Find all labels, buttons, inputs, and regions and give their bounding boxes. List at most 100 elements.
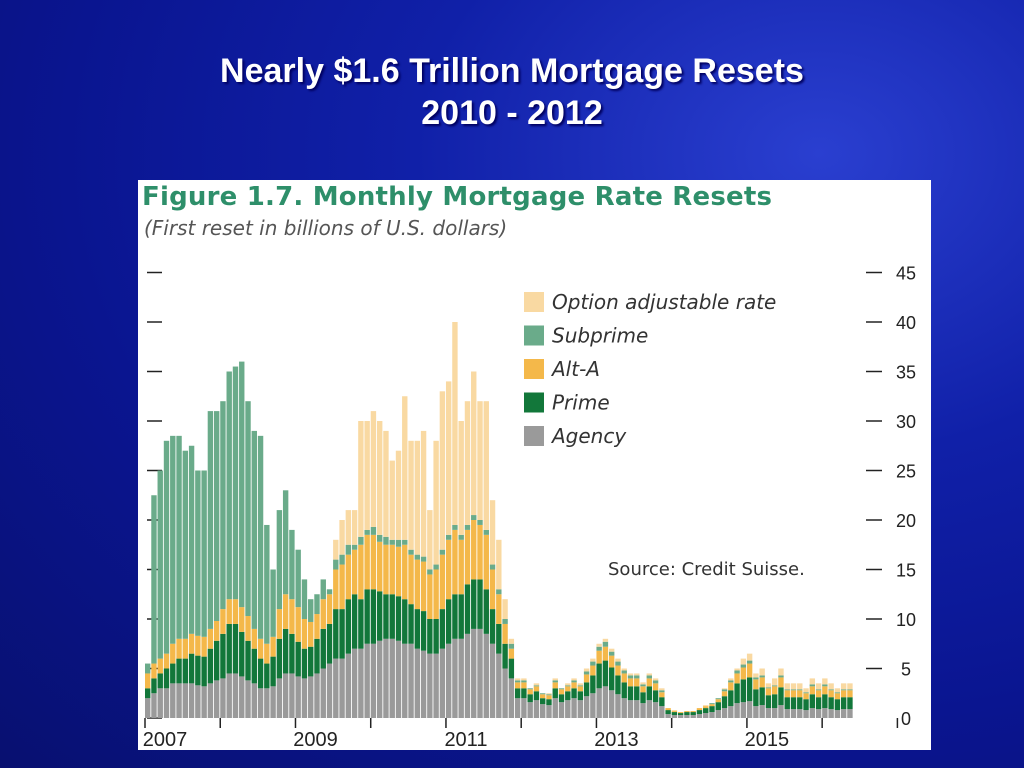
bar-agency: [239, 676, 245, 718]
bar-subprime: [772, 685, 778, 687]
bar-agency: [276, 678, 283, 718]
bar-option-adjustable-rate: [577, 683, 584, 686]
bar-option-adjustable-rate: [533, 683, 540, 686]
bar-alt-a: [627, 678, 634, 687]
bar-prime: [163, 668, 170, 689]
bar-prime: [640, 692, 646, 704]
bar-subprime: [402, 539, 408, 545]
bar-alt-a: [533, 686, 540, 692]
bar-alt-a: [784, 690, 790, 698]
bar-agency: [627, 700, 634, 718]
bar-prime: [577, 691, 584, 701]
bar-prime: [558, 694, 565, 703]
bar-prime: [395, 596, 402, 641]
bar-alt-a: [809, 686, 816, 695]
figure-title: Figure 1.7. Monthly Mortgage Rate Resets: [142, 182, 773, 212]
bar-subprime: [784, 689, 790, 691]
bar-alt-a: [433, 569, 439, 619]
bar-prime: [270, 656, 276, 687]
bar-alt-a: [803, 693, 809, 700]
bar-prime: [703, 708, 709, 714]
bar-option-adjustable-rate: [370, 411, 377, 527]
bar-agency: [295, 676, 301, 718]
bar-prime: [565, 691, 571, 701]
bar-agency: [308, 676, 314, 718]
bar-prime: [552, 688, 558, 699]
bar-prime: [320, 628, 326, 669]
bar-prime: [715, 702, 721, 711]
bar-subprime: [471, 515, 477, 520]
bar-subprime: [176, 435, 182, 639]
bar-prime: [157, 673, 163, 689]
bar-alt-a: [420, 561, 427, 612]
bar-agency: [746, 701, 753, 718]
bar-agency: [264, 688, 270, 718]
bar-agency: [251, 683, 257, 718]
bar-prime: [583, 682, 590, 697]
bar-prime: [803, 699, 809, 711]
bar-option-adjustable-rate: [408, 440, 414, 550]
bar-subprime: [734, 670, 740, 674]
bar-prime: [533, 691, 540, 701]
bar-subprime: [489, 564, 496, 570]
bar-subprime: [239, 361, 245, 608]
bar-option-adjustable-rate: [339, 520, 345, 555]
bar-agency: [445, 643, 452, 718]
bar-prime: [170, 663, 176, 684]
bar-prime: [232, 623, 239, 674]
bar-subprime: [652, 680, 659, 684]
bar-option-adjustable-rate: [552, 678, 558, 681]
bar-agency: [634, 700, 640, 718]
bar-agency: [521, 698, 527, 718]
bar-alt-a: [276, 609, 283, 639]
bar-alt-a: [308, 621, 314, 647]
bar-subprime: [452, 524, 458, 530]
bar-prime: [326, 623, 333, 664]
bar-agency: [207, 683, 214, 718]
legend-swatch-agency: [524, 426, 544, 446]
bar-option-adjustable-rate: [546, 693, 552, 695]
bar-agency: [640, 703, 646, 718]
bar-subprime: [577, 685, 584, 687]
bar-subprime: [383, 536, 389, 545]
bar-alt-a: [703, 706, 709, 709]
bar-subprime: [621, 670, 627, 674]
bar-prime: [145, 688, 151, 699]
bar-subprime: [395, 539, 402, 547]
bar-prime: [778, 687, 784, 706]
bar-agency: [709, 712, 715, 718]
bar-agency: [489, 643, 496, 718]
bar-agency: [345, 653, 352, 718]
bar-prime: [226, 623, 232, 674]
bar-alt-a: [163, 653, 170, 669]
bar-option-adjustable-rate: [333, 539, 339, 560]
bar-option-adjustable-rate: [659, 688, 665, 691]
bar-subprime: [746, 660, 753, 664]
bar-prime: [370, 589, 377, 644]
bar-alt-a: [358, 544, 364, 600]
bar-prime: [289, 633, 295, 674]
bar-alt-a: [652, 683, 659, 691]
bar-option-adjustable-rate: [608, 648, 615, 652]
bar-alt-a: [665, 708, 671, 711]
bar-prime: [608, 667, 615, 691]
bar-alt-a: [439, 554, 446, 610]
bar-prime: [740, 679, 747, 703]
bar-agency: [546, 705, 552, 718]
bar-alt-a: [402, 544, 408, 600]
bar-alt-a: [728, 682, 734, 691]
bar-subprime: [740, 664, 747, 668]
bar-subprime: [828, 689, 834, 691]
bar-alt-a: [709, 704, 715, 707]
bar-alt-a: [797, 690, 803, 698]
bar-alt-a: [188, 633, 195, 654]
bar-subprime: [721, 689, 728, 692]
bar-alt-a: [270, 636, 276, 657]
bar-option-adjustable-rate: [351, 510, 358, 545]
bar-option-adjustable-rate: [790, 683, 797, 690]
bar-alt-a: [646, 678, 652, 687]
bar-subprime: [565, 685, 571, 687]
y-tick-label: 40: [896, 313, 916, 333]
bar-option-adjustable-rate: [502, 599, 508, 619]
bar-option-adjustable-rate: [571, 678, 577, 681]
